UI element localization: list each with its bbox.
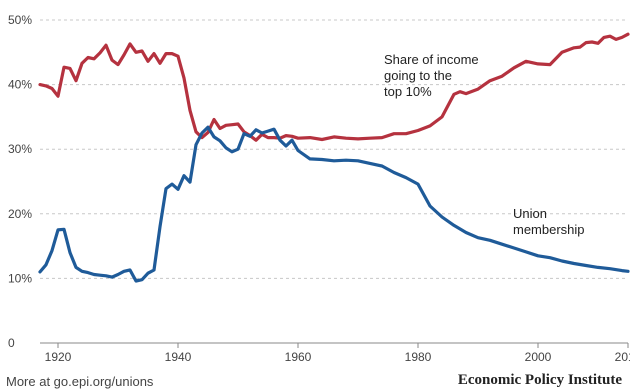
y-tick-label: 0 bbox=[8, 336, 15, 350]
y-tick-label: 10% bbox=[8, 271, 32, 285]
source-link[interactable]: More at go.epi.org/unions bbox=[6, 374, 154, 389]
x-axis: 1920 1940 1960 1980 2000 2015 bbox=[45, 343, 630, 364]
x-tick-label: 1920 bbox=[45, 350, 72, 364]
union-series-label: Union membership bbox=[513, 206, 585, 237]
x-tick-label: 1980 bbox=[405, 350, 432, 364]
x-tick-label: 2000 bbox=[525, 350, 552, 364]
line-chart: 0 10% 20% 30% 40% 50% 1920 1940 1960 1980 2000 201… bbox=[8, 13, 630, 364]
y-axis-ticks: 0 10% 20% 30% 40% 50% bbox=[8, 13, 32, 350]
union-membership-line bbox=[38, 125, 630, 283]
gridlines bbox=[40, 19, 628, 344]
y-tick-label: 30% bbox=[8, 142, 32, 156]
y-tick-label: 20% bbox=[8, 207, 32, 221]
top10-series-label: Share of income going to the top 10% bbox=[384, 52, 479, 99]
x-tick-label: 2015 bbox=[615, 350, 630, 364]
y-tick-label: 40% bbox=[8, 78, 32, 92]
top10-income-share-line bbox=[38, 32, 630, 142]
series-lines bbox=[38, 32, 630, 283]
series-annotations: Share of income going to the top 10% Union m… bbox=[384, 52, 585, 237]
brand-logo-text: Economic Policy Institute bbox=[457, 372, 622, 388]
x-tick-label: 1960 bbox=[285, 350, 312, 364]
y-tick-label: 50% bbox=[8, 13, 32, 27]
x-tick-label: 1940 bbox=[165, 350, 192, 364]
